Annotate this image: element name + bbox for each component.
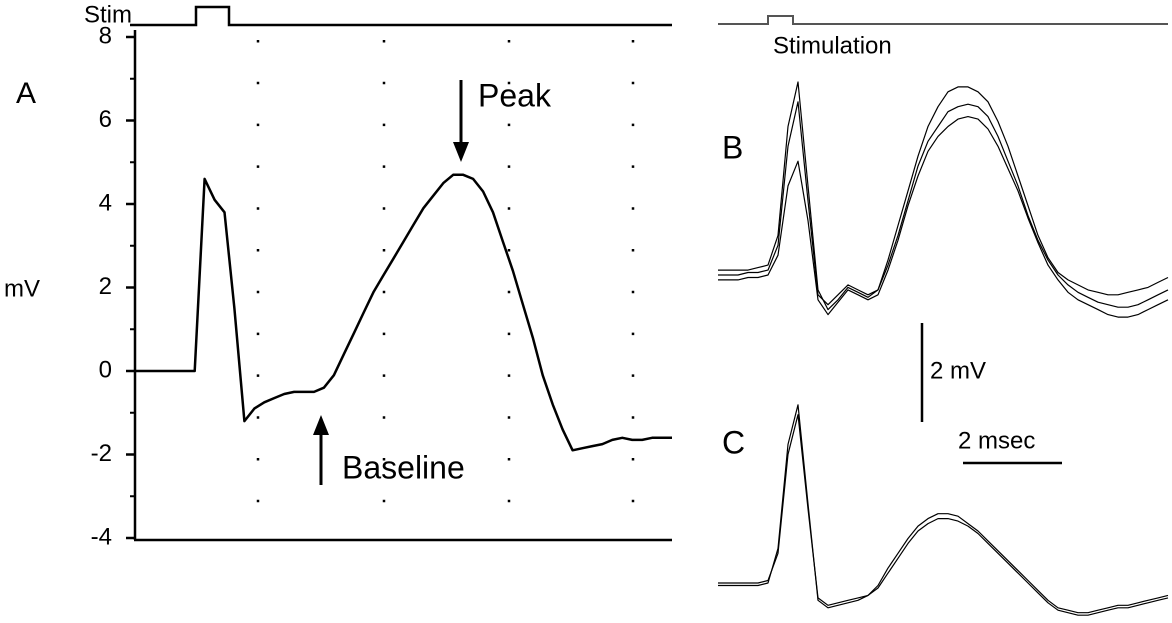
arrow-head [453,142,469,162]
scale-bar-label: 2 msec [958,427,1035,454]
trace [718,414,1169,616]
y-tick-label: -2 [91,440,112,467]
y-tick-label: 0 [99,356,112,383]
y-tick-label: 4 [99,189,112,216]
y-tick-label: 6 [99,106,112,133]
scale-bar-label: 2 mV [930,357,986,384]
panel-label: B [722,129,743,165]
y-tick-label: 8 [99,22,112,49]
stim-label: Stimulation [773,32,892,59]
y-tick-label: -4 [91,523,112,550]
stim-trace [130,5,672,27]
panel-label: A [16,77,36,110]
trace [718,116,1169,318]
y-axis-label: mV [4,275,40,302]
y-tick-label: 2 [99,273,112,300]
trace [718,101,1169,308]
trace [718,81,1169,311]
panel-label: C [722,424,745,460]
stim-trace [718,15,1168,25]
annotation: Peak [478,77,552,113]
trace [135,173,672,452]
stim-label: Stim [84,1,132,28]
annotation: Baseline [342,449,465,485]
arrow-head [313,415,329,435]
trace [718,404,1169,614]
